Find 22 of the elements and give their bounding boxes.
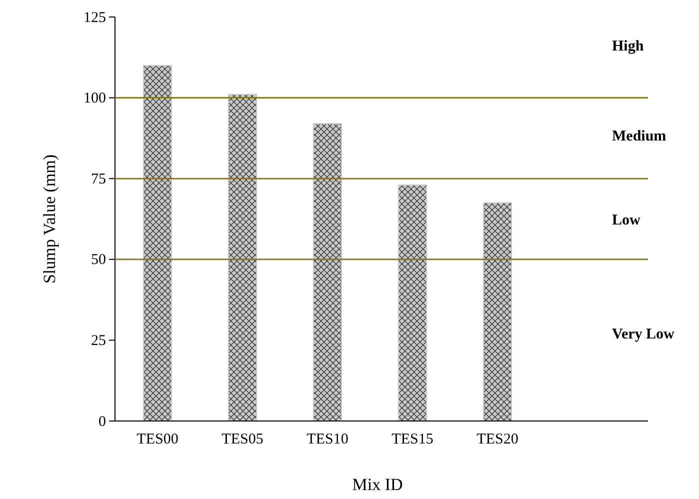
bar: [482, 202, 512, 422]
text: Medium: [612, 128, 667, 144]
x-tick-label: TES00: [136, 432, 178, 448]
x-tick-label: TES20: [476, 432, 518, 448]
y-tick-label: 75: [91, 171, 106, 188]
y-tick-label: 50: [91, 252, 106, 268]
y-tick-label: 100: [84, 90, 106, 107]
x-tick-label: TES15: [392, 432, 434, 448]
y-tick-label: 0: [98, 414, 106, 430]
y-axis-title: Slump Value (mm): [40, 154, 59, 284]
bar: [398, 184, 428, 422]
text: High: [612, 38, 644, 54]
x-tick-label: TES10: [306, 432, 348, 448]
text: Very Low: [612, 326, 675, 342]
text: Low: [612, 212, 641, 228]
y-tick-label: 25: [91, 333, 106, 349]
y-tick-label: 125: [84, 10, 106, 26]
bar: [142, 64, 172, 422]
x-axis-title: Mix ID: [352, 475, 403, 494]
x-tick-label: TES05: [222, 432, 264, 448]
bar: [228, 94, 258, 422]
bar: [312, 123, 342, 422]
